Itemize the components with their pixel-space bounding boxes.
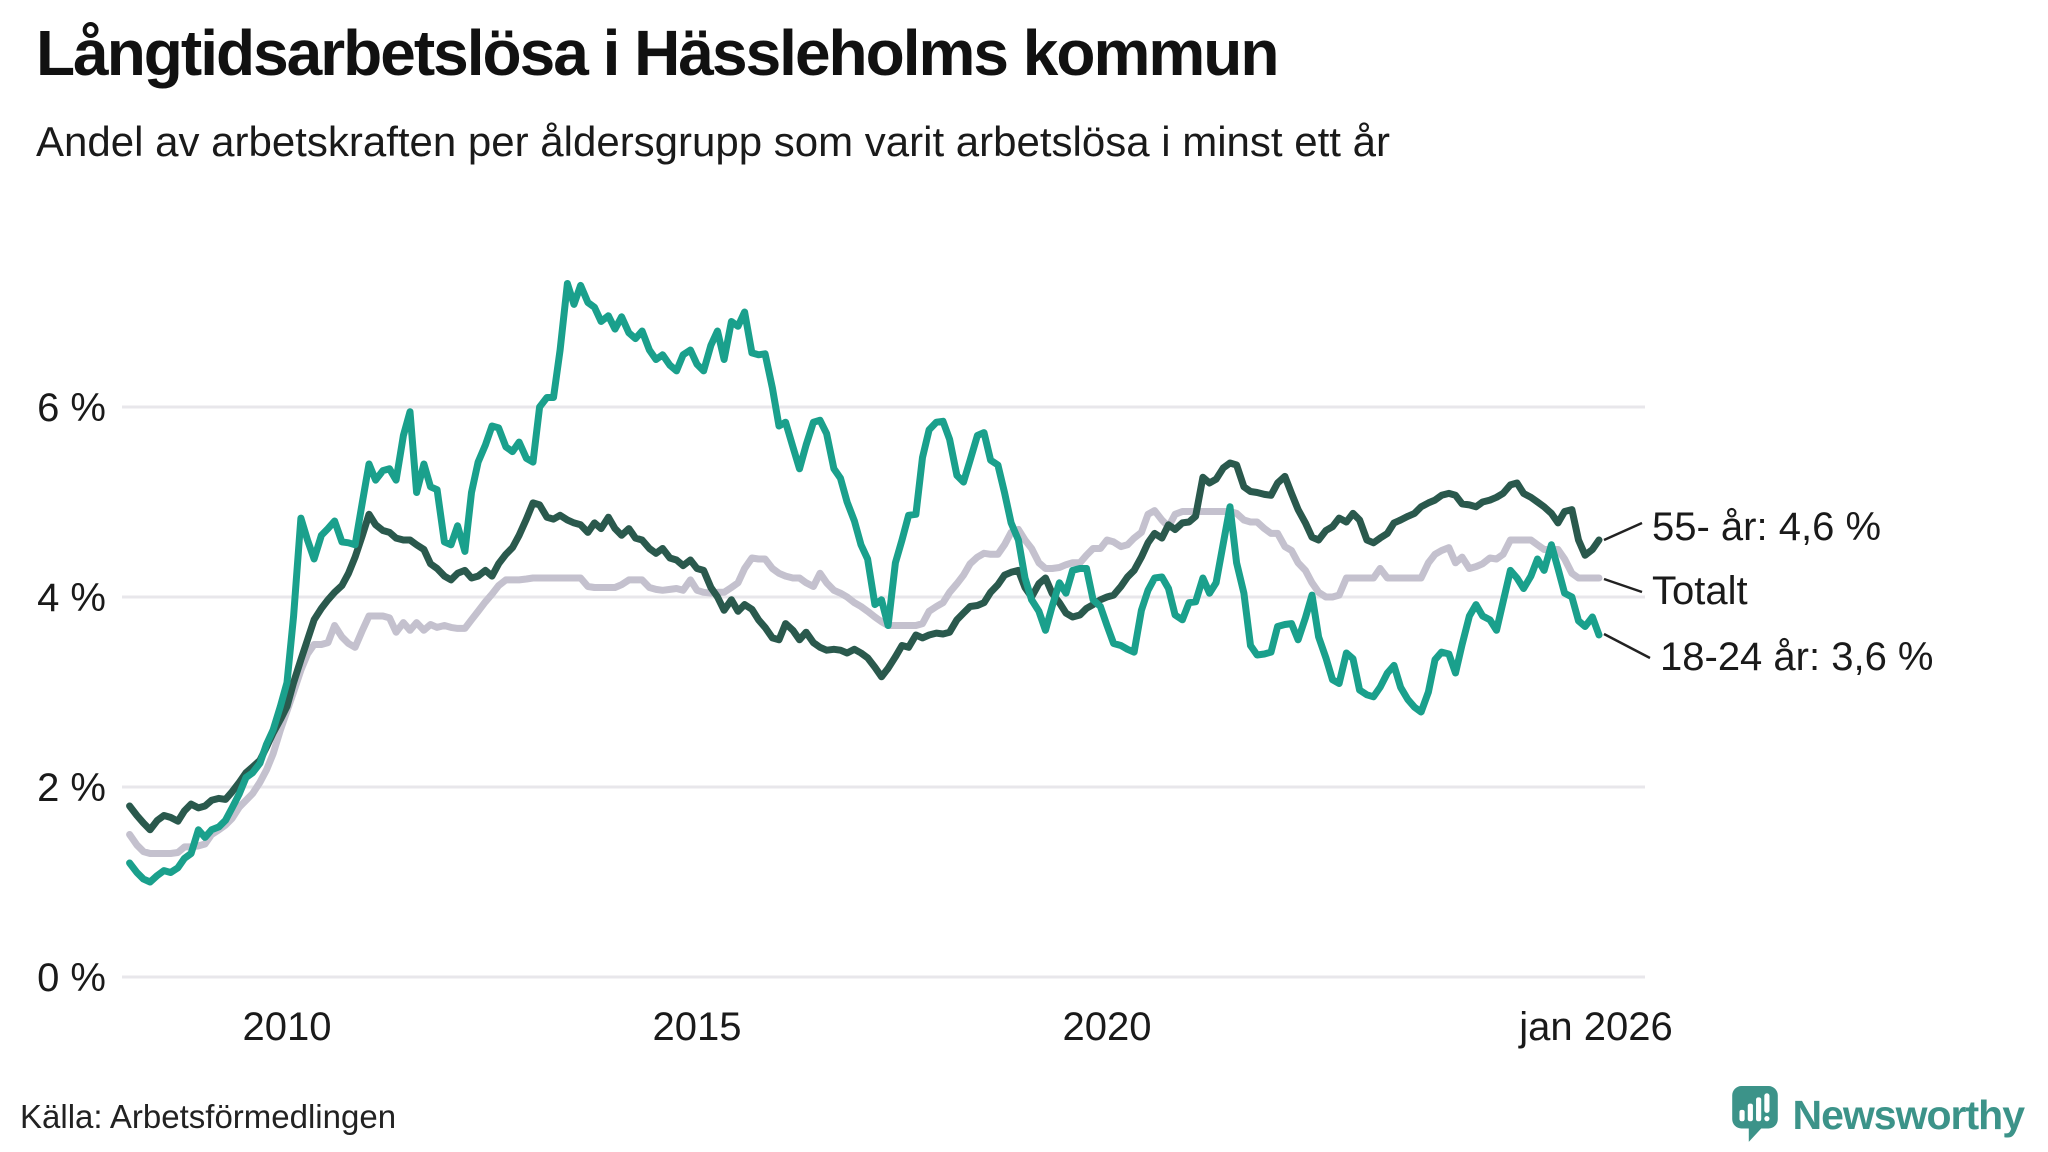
series-line-55-r — [126, 459, 1603, 834]
newsworthy-icon — [1731, 1086, 1778, 1142]
connector-55-line — [1603, 521, 1643, 542]
newsworthy-logo[interactable]: Newsworthy — [1731, 1086, 2025, 1144]
x-axis-label-2015: 2015 — [653, 1005, 742, 1049]
x-axis-label-2010: 2010 — [243, 1005, 332, 1049]
x-axis-label-jan-2026: jan 2026 — [1518, 1005, 1672, 1049]
y-axis-label-4: 4 % — [37, 576, 106, 620]
y-axis-label-2: 2 % — [37, 766, 106, 810]
series-layer — [126, 280, 1603, 886]
x-axis-label-2020: 2020 — [1063, 1005, 1152, 1049]
source-note: Källa: Arbetsförmedlingen — [20, 1098, 397, 1135]
series-line-totalt — [126, 507, 1603, 857]
x-axis: 2010 2015 2020 jan 2026 — [243, 1005, 1673, 1049]
page-subtitle: Andel av arbetskraften per åldersgrupp s… — [36, 118, 1390, 165]
series-line-18-24-r — [126, 280, 1603, 886]
label-connectors — [1603, 521, 1651, 660]
y-axis: 0 % 2 % 4 % 6 % — [37, 386, 106, 1000]
y-axis-label-6: 6 % — [37, 386, 106, 430]
series-end-label-totalt: Totalt — [1652, 569, 1748, 613]
connector-totalt-line — [1603, 577, 1643, 594]
connector-18-24-line — [1603, 632, 1651, 660]
gridlines — [122, 405, 1645, 979]
series-end-label-18-24: 18-24 år: 3,6 % — [1660, 635, 1934, 679]
series-end-labels: 55- år: 4,6 % Totalt 18-24 år: 3,6 % — [1652, 505, 1934, 679]
y-axis-label-0: 0 % — [37, 956, 106, 1000]
newsworthy-wordmark: Newsworthy — [1792, 1091, 2025, 1138]
page-title: Långtidsarbetslösa i Hässleholms kommun — [36, 17, 1279, 89]
series-end-label-55: 55- år: 4,6 % — [1652, 505, 1881, 549]
